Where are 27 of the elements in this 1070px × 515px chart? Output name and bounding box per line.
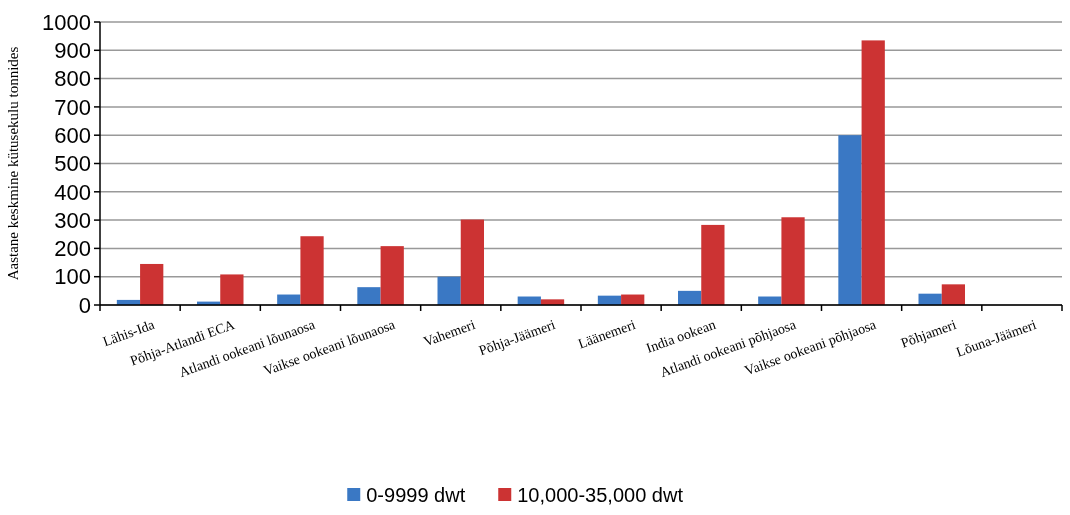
y-tick-label: 900 [54, 38, 91, 63]
bar [701, 224, 725, 305]
bar [838, 135, 862, 305]
legend-label: 0-9999 dwt [366, 484, 466, 506]
y-tick-label: 500 [54, 151, 91, 177]
y-tick-label: 700 [54, 94, 91, 120]
bar [220, 274, 244, 305]
y-tick-label: 1000 [42, 9, 91, 35]
y-tick-label: 300 [54, 207, 91, 233]
legend-label: 10,000-35,000 dwt [517, 484, 684, 506]
bar [357, 287, 381, 305]
bar [678, 290, 702, 305]
y-tick-label: 0 [78, 292, 91, 318]
y-axis-title: Aastane keskmine kütusekulu tonnides [5, 46, 21, 281]
bar [781, 217, 805, 305]
y-tick-label: 200 [54, 236, 91, 262]
bar [140, 263, 164, 305]
y-tick-label: 400 [54, 179, 91, 205]
bar [460, 219, 484, 305]
bar [941, 284, 965, 305]
bar [300, 236, 324, 305]
y-tick-label: 600 [54, 122, 91, 148]
bar [861, 40, 885, 305]
bar [437, 276, 461, 305]
bar [380, 246, 404, 305]
y-tick-label: 100 [54, 264, 91, 290]
y-tick-label: 800 [54, 66, 91, 92]
